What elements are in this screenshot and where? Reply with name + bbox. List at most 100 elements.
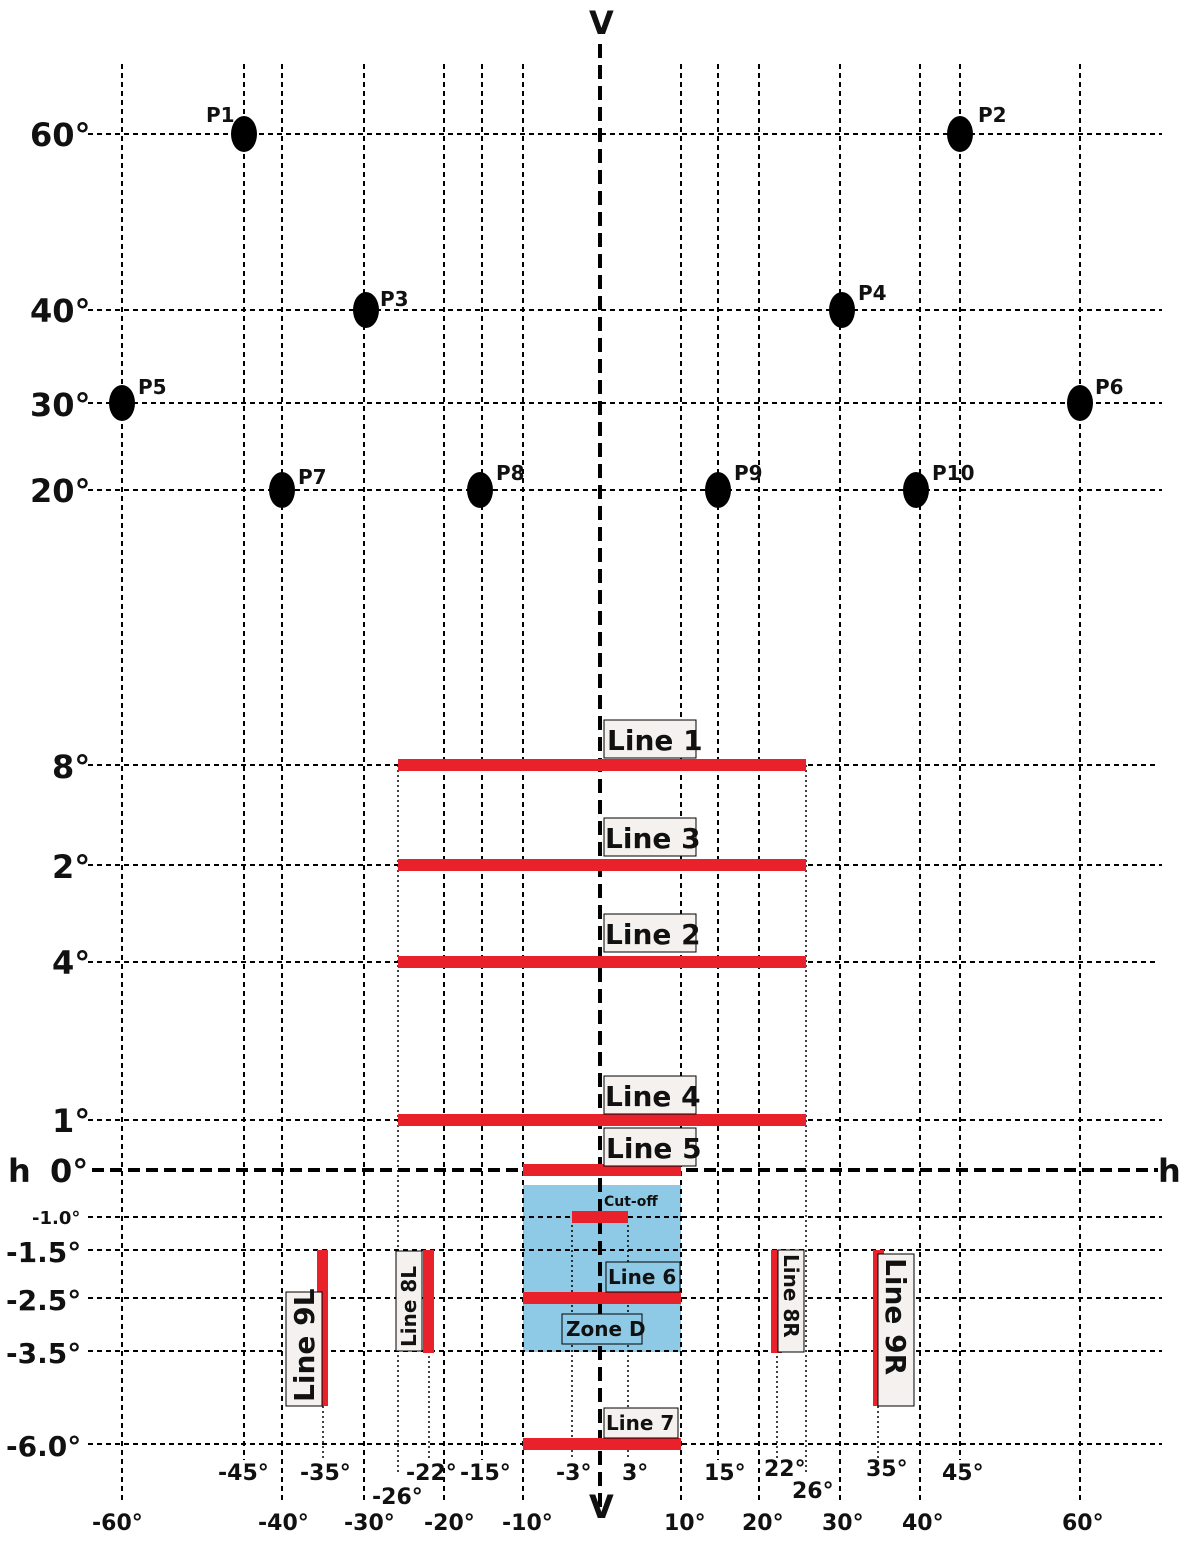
y-label-30: 30° <box>30 386 91 424</box>
point-p9 <box>705 472 731 508</box>
y-label-60: 60° <box>30 116 91 154</box>
h-label-zero: 0° <box>50 1152 88 1190</box>
x-label-3: 3° <box>622 1461 648 1486</box>
y-label-1: 1° <box>52 1102 90 1140</box>
line4-bar <box>398 1114 806 1126</box>
line9R-label: Line 9R <box>879 1258 912 1375</box>
line1-label-box <box>603 719 697 759</box>
x-label-30: 30° <box>822 1511 864 1536</box>
x-label-22: 22° <box>764 1457 806 1482</box>
y-label-40: 40° <box>30 292 91 330</box>
line9R-label-box <box>877 1253 915 1407</box>
x-label-minus-20: -20° <box>424 1511 475 1536</box>
v-label-top: V <box>589 4 614 42</box>
line8L-label-box <box>395 1250 423 1352</box>
label-p7: P7 <box>298 465 327 489</box>
x-label-minus-30: -30° <box>344 1511 395 1536</box>
x-label-minus-10: -10° <box>502 1511 553 1536</box>
line8R-label-box <box>777 1249 805 1353</box>
y-label-minus-2-5: -2.5° <box>6 1284 81 1317</box>
line5-bar <box>523 1164 681 1176</box>
label-p3: P3 <box>380 287 409 311</box>
points <box>109 116 1093 508</box>
label-p9: P9 <box>734 461 763 485</box>
x-label-45: 45° <box>942 1461 984 1486</box>
y-label-minus-3-5: -3.5° <box>6 1337 81 1370</box>
line8R-label: Line 8R <box>779 1254 803 1338</box>
line3-bar <box>398 859 806 871</box>
x-axis-major-labels: -60° -40° -30° -20° -10° 10° 20° 30° 40°… <box>92 1511 1104 1536</box>
y-label-2: 2° <box>52 848 90 886</box>
line4-label: Line 4 <box>605 1080 701 1113</box>
point-p5 <box>109 385 135 421</box>
line1-label: Line 1 <box>607 724 703 757</box>
point-p1 <box>231 116 257 152</box>
point-p4 <box>829 292 855 328</box>
line3-label: Line 3 <box>605 822 701 855</box>
label-p1: P1 <box>206 103 235 127</box>
point-labels: P1 P2 P3 P4 P5 P6 P7 P8 P9 P10 <box>138 103 1124 489</box>
h-label-right: h <box>1158 1152 1181 1190</box>
h-label-left: h <box>8 1152 31 1190</box>
x-label-minus-26: -26° <box>372 1485 423 1510</box>
line3-label-box <box>603 817 697 857</box>
line6-label: Line 6 <box>608 1265 676 1289</box>
line9L-label-box <box>285 1291 323 1407</box>
y-label-minus-1-5: -1.5° <box>6 1236 81 1269</box>
line4-label-box <box>603 1075 697 1115</box>
x-label-26: 26° <box>792 1479 834 1504</box>
line2-label: Line 2 <box>605 918 701 951</box>
label-p5: P5 <box>138 375 167 399</box>
zone-d-label-box <box>561 1313 643 1345</box>
x-label-minus-40: -40° <box>258 1511 309 1536</box>
x-label-minus-22: -22° <box>406 1461 457 1486</box>
y-label-8: 8° <box>52 748 90 786</box>
point-p10 <box>903 472 929 508</box>
y-label-minus-1: -1.0° <box>32 1208 80 1229</box>
label-p10: P10 <box>932 461 975 485</box>
line8L-bar <box>423 1250 434 1353</box>
x-label-60: 60° <box>1062 1511 1104 1536</box>
point-p3 <box>353 292 379 328</box>
y-label-4: 4° <box>52 944 90 982</box>
v-label-bottom: V <box>589 1488 614 1526</box>
x-label-40: 40° <box>902 1511 944 1536</box>
line2-bar <box>398 956 806 968</box>
x-label-35: 35° <box>866 1457 908 1482</box>
line6-bar <box>523 1292 681 1304</box>
vertical-line-labels: Line 9L Line 8L Line 8R Line 9R <box>285 1249 915 1407</box>
line-labels: Line 1 Line 2 Line 3 Line 4 Line 5 Cut-o… <box>561 719 703 1439</box>
line9L-label: Line 9L <box>288 1288 321 1402</box>
label-p2: P2 <box>978 103 1007 127</box>
x-axis-minor-labels: -45° -35° -22° -26° -15° -3° 3° 15° 22° … <box>218 1457 984 1510</box>
line7-label: Line 7 <box>606 1411 674 1435</box>
x-label-minus-35: -35° <box>300 1461 351 1486</box>
label-p4: P4 <box>858 281 887 305</box>
point-p6 <box>1067 385 1093 421</box>
y-axis-labels: 60° 40° 30° 20° 8° 4° 2° 1° -1.0° -1.5° … <box>6 116 1181 1463</box>
point-p8 <box>467 472 493 508</box>
y-label-20: 20° <box>30 472 91 510</box>
x-label-20: 20° <box>742 1511 784 1536</box>
line5-label-box <box>603 1127 697 1167</box>
y-label-minus-6: -6.0° <box>6 1430 81 1463</box>
line8R-bar <box>771 1250 782 1353</box>
cutoff-label: Cut-off <box>604 1194 658 1210</box>
label-p6: P6 <box>1095 375 1124 399</box>
x-label-minus-3: -3° <box>556 1461 591 1486</box>
line2-label-box <box>603 913 697 953</box>
line8L-label: Line 8L <box>397 1266 421 1347</box>
line6-label-box <box>605 1261 681 1293</box>
label-p8: P8 <box>496 461 525 485</box>
x-label-minus-60: -60° <box>92 1511 143 1536</box>
line7-bar <box>523 1438 681 1450</box>
line7-label-box <box>603 1407 679 1439</box>
x-label-10: 10° <box>664 1511 706 1536</box>
x-label-minus-45: -45° <box>218 1461 269 1486</box>
line5-label: Line 5 <box>606 1132 702 1165</box>
x-label-15: 15° <box>704 1461 746 1486</box>
point-p2 <box>947 116 973 152</box>
line1-bar <box>398 759 806 771</box>
zone-d-label: Zone D <box>566 1317 646 1341</box>
